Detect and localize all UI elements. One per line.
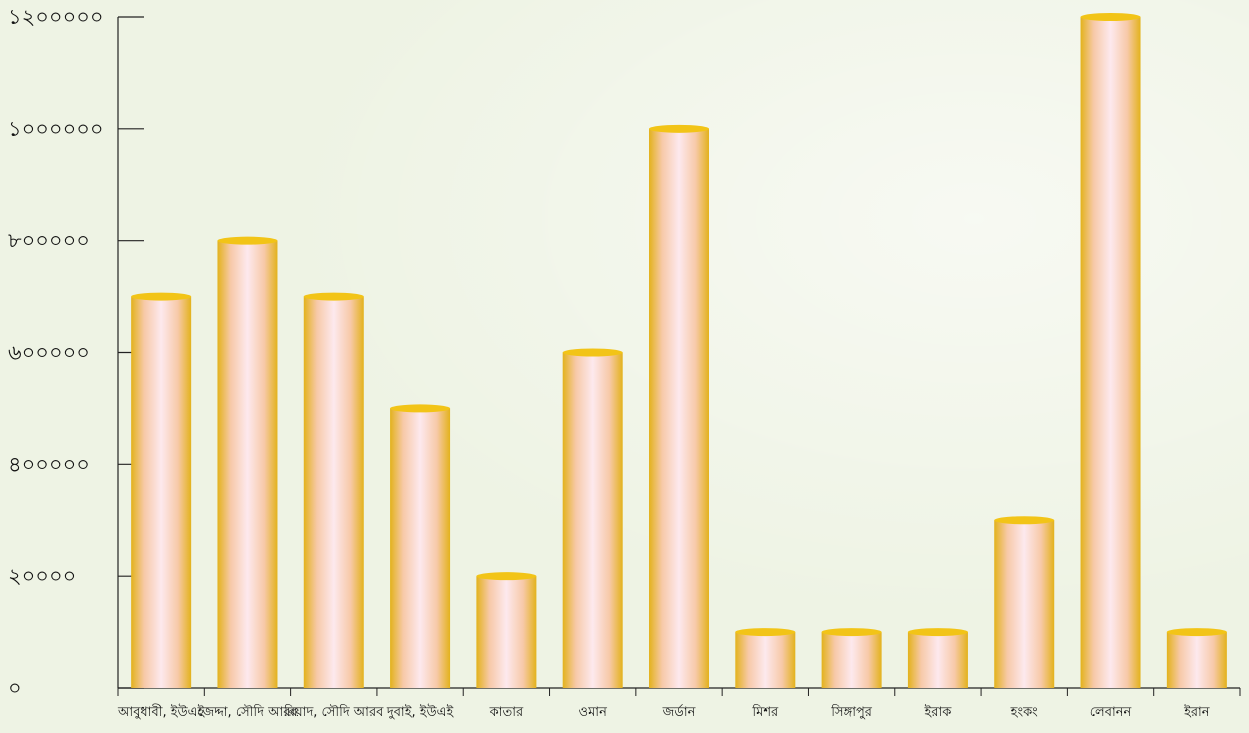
bar-cap <box>217 236 278 245</box>
x-tick-label: রিয়াদ, সৌদি আরব <box>283 704 384 720</box>
bar-body <box>390 408 451 688</box>
x-tick-label: সিঙ্গাপুর <box>830 704 873 720</box>
bar-body <box>1080 17 1141 688</box>
x-tick-label: ইরান <box>1183 704 1210 720</box>
y-tick-label: ১২০০০০০ <box>8 5 104 29</box>
bar-cap <box>303 292 364 301</box>
y-tick-label: ০ <box>8 676 22 700</box>
y-tick-label: ৬০০০০০ <box>8 341 90 365</box>
bars <box>131 13 1227 689</box>
x-tick-label: ইরাক <box>924 704 953 720</box>
bar-body <box>649 128 709 689</box>
x-tick-label: ওমান <box>579 705 608 720</box>
bar-cap <box>1166 628 1227 637</box>
bar-cap <box>735 628 796 637</box>
bar-cap <box>821 628 882 637</box>
x-tick-label: দুবাই, ইউএই <box>386 704 455 720</box>
bar-body <box>821 632 882 688</box>
bar <box>303 292 364 688</box>
bar <box>907 628 968 688</box>
y-tick-label: ৪০০০০০ <box>8 452 90 476</box>
bar <box>131 292 192 688</box>
bar-body <box>476 576 537 688</box>
x-tick-label: জেদ্দা, সৌদি আরব <box>197 704 298 720</box>
bar <box>390 404 451 688</box>
x-tick-label: হংকং <box>1010 705 1039 720</box>
bar-cap <box>390 404 451 413</box>
bar <box>821 628 882 688</box>
y-tick-label: ৮০০০০০ <box>8 229 90 253</box>
bar-cap <box>562 348 623 357</box>
bar-cap <box>131 292 192 301</box>
bar <box>562 348 623 688</box>
bar-body <box>217 240 278 688</box>
bar <box>649 124 709 689</box>
y-tick-label: ২০০০০ <box>8 564 76 588</box>
labels: ০ ২০০০০ ৪০০০০০ ৬০০০০০ ৮০০০০০ ১০০০০০০ ১২০০০০০ আব… <box>8 5 1210 720</box>
x-tick-label: জর্ডান <box>662 704 696 720</box>
bar <box>1080 13 1141 688</box>
bar-body <box>735 632 796 688</box>
x-tick-label: লেবানন <box>1090 705 1132 720</box>
bar-cap <box>994 516 1055 525</box>
bar-cap <box>1080 13 1141 21</box>
bar <box>476 572 537 688</box>
bar-cap <box>907 628 968 637</box>
bar <box>994 516 1055 688</box>
bar-body <box>994 520 1055 688</box>
bar <box>1166 628 1227 688</box>
bar-body <box>562 352 623 688</box>
bar-body <box>1166 632 1227 688</box>
y-tick-label: ১০০০০০০ <box>8 117 104 141</box>
bar-cap <box>649 124 709 133</box>
bar-body <box>131 296 192 688</box>
bar-body <box>907 632 968 688</box>
bar-body <box>303 296 364 688</box>
x-tick-label: কাতার <box>489 705 524 720</box>
x-tick-label: মিশর <box>751 704 779 720</box>
bar <box>735 628 796 688</box>
x-tick-label: আবুধাবী, ইউএই <box>117 704 205 720</box>
bar-cap <box>476 572 537 581</box>
bar <box>217 236 278 688</box>
